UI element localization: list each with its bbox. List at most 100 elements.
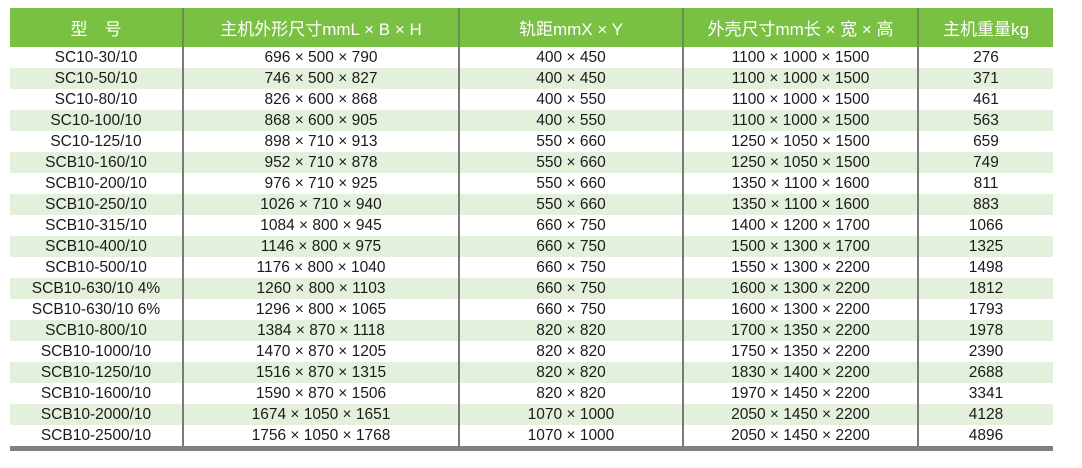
cell-dimensions: 696 × 500 × 790 [182,47,459,68]
cell-track-gauge: 660 × 750 [458,278,683,299]
cell-track-gauge: 550 × 660 [458,194,683,215]
table-bottom-bar [10,446,1053,451]
cell-enclosure-size: 1750 × 1350 × 2200 [682,341,918,362]
cell-weight: 563 [917,110,1053,131]
cell-model: SCB10-500/10 [45,259,147,276]
cell-weight: 2688 [917,362,1053,383]
header-row: 型 号主机外形尺寸mmL × B × H 轨距mmX × Y 外壳尺寸mm长 × 宽… [10,8,1053,47]
cell-enclosure-size: 1700 × 1350 × 2200 [682,320,918,341]
cell-model: SCB10-160/10 [10,152,183,173]
table-row: SC10-100/10 868 × 600 × 905 400 × 550 1100 … [10,110,1053,131]
cell-model: SCB10-200/10 [45,175,147,192]
cell-weight: 1498 [917,257,1053,278]
cell-weight: 3341 [917,383,1053,404]
cell-model: SCB10-1250/10 [10,362,183,383]
header-dimensions: 主机外形尺寸mmL × B × H [182,8,459,47]
cell-dimensions: 1384 × 870 × 1118 [182,320,459,341]
cell-model: SCB10-1600/10 [40,385,152,402]
cell-enclosure-size: 1600 × 1300 × 2200 [682,299,918,320]
cell-track-gauge: 820 × 820 [458,320,683,341]
cell-weight: 276 [917,47,1053,68]
cell-model: SC10-125/10 [50,133,142,150]
table-row: SCB10-400/10 1146 × 800 × 975 660 × 750 150… [10,236,1053,257]
cell-dimensions: 952 × 710 × 878 [182,152,459,173]
cell-model: SC10-50/10 [10,68,183,89]
cell-track-gauge: 400 × 450 [458,47,683,68]
cell-weight: 371 [917,68,1053,89]
table-row: SCB10-630/10 4% 1260 × 800 × 1103 660 × 75… [10,278,1053,299]
cell-weight: 1978 [917,320,1053,341]
table-row: SC10-125/10 898 × 710 × 913 550 × 660 1250 … [10,131,1053,152]
cell-model: SCB10-2500/10 [40,427,152,444]
table-row: SCB10-800/10 1384 × 870 × 1118 820 × 820 17… [10,320,1053,341]
cell-track-gauge: 820 × 820 [458,362,683,383]
table-row: SC10-80/10 826 × 600 × 868 400 × 550 1100 ×… [10,89,1053,110]
cell-dimensions: 1296 × 800 × 1065 [182,299,459,320]
table-row: SCB10-2500/10 1756 × 1050 × 1768 1070 × 10… [10,425,1053,446]
cell-dimensions: 1026 × 710 × 940 [182,194,459,215]
table-row: SCB10-200/10 976 × 710 × 925 550 × 660 1350… [10,173,1053,194]
cell-dimensions: 898 × 710 × 913 [182,131,459,152]
cell-enclosure-size: 2050 × 1450 × 2200 [682,404,918,425]
header-track-gauge: 轨距mmX × Y [458,8,683,47]
cell-enclosure-size: 1100 × 1000 × 1500 [682,89,918,110]
cell-model: SCB10-800/10 [10,320,183,341]
header-model: 型 号 [10,8,183,47]
cell-weight: 4896 [917,425,1053,446]
cell-model: SCB10-315/10 [45,217,147,234]
cell-track-gauge: 1070 × 1000 [458,404,683,425]
cell-track-gauge: 820 × 820 [458,341,683,362]
header-weight: 主机重量kg [917,8,1053,47]
cell-track-gauge: 550 × 660 [458,131,683,152]
table-row: SCB10-2000/10 1674 × 1050 × 1651 1070 × 10… [10,404,1053,425]
table-row: SCB10-1000/10 1470 × 870 × 1205 820 × 820 1… [10,341,1053,362]
cell-model: SCB10-630/10 6% [31,301,161,318]
cell-model: SC10-80/10 [54,91,138,108]
cell-track-gauge: 660 × 750 [458,299,683,320]
cell-model: SC10-30/10 [54,49,138,66]
cell-enclosure-size: 1100 × 1000 × 1500 [682,47,918,68]
cell-track-gauge: 400 × 450 [458,68,683,89]
cell-weight: 811 [917,173,1053,194]
cell-model: SCB10-400/10 [10,236,183,257]
cell-model: SCB10-250/10 [10,194,183,215]
cell-dimensions: 1674 × 1050 × 1651 [182,404,459,425]
cell-weight: 749 [917,152,1053,173]
cell-dimensions: 1146 × 800 × 975 [182,236,459,257]
cell-enclosure-size: 1100 × 1000 × 1500 [682,68,918,89]
cell-weight: 883 [917,194,1053,215]
cell-enclosure-size: 1100 × 1000 × 1500 [682,110,918,131]
cell-enclosure-size: 1250 × 1050 × 1500 [682,152,918,173]
table-row: SCB10-160/10 952 × 710 × 878 550 × 660 1250… [10,152,1053,173]
spec-table: 型 号主机外形尺寸mmL × B × H 轨距mmX × Y 外壳尺寸mm长 × 宽… [10,8,1053,446]
cell-enclosure-size: 1970 × 1450 × 2200 [682,383,918,404]
cell-track-gauge: 550 × 660 [458,152,683,173]
table-row: SC10-30/10 696 × 500 × 790 400 × 450 1100 ×… [10,47,1053,68]
cell-track-gauge: 820 × 820 [458,383,683,404]
table-row: SCB10-1600/10 1590 × 870 × 1506 820 × 820 1… [10,383,1053,404]
cell-enclosure-size: 1830 × 1400 × 2200 [682,362,918,383]
cell-weight: 1066 [917,215,1053,236]
cell-dimensions: 1176 × 800 × 1040 [182,257,459,278]
table-row: SCB10-315/10 1084 × 800 × 945 660 × 750 140… [10,215,1053,236]
cell-weight: 461 [917,89,1053,110]
cell-weight: 659 [917,131,1053,152]
cell-enclosure-size: 1500 × 1300 × 1700 [682,236,918,257]
cell-dimensions: 1590 × 870 × 1506 [182,383,459,404]
cell-enclosure-size: 1350 × 1100 × 1600 [682,194,918,215]
table-row: SCB10-250/10 1026 × 710 × 940 550 × 660 135… [10,194,1053,215]
cell-track-gauge: 1070 × 1000 [458,425,683,446]
cell-enclosure-size: 1250 × 1050 × 1500 [682,131,918,152]
cell-enclosure-size: 1550 × 1300 × 2200 [682,257,918,278]
cell-model: SCB10-630/10 4% [10,278,183,299]
cell-weight: 1812 [917,278,1053,299]
cell-dimensions: 868 × 600 × 905 [182,110,459,131]
cell-dimensions: 1084 × 800 × 945 [182,215,459,236]
cell-track-gauge: 660 × 750 [458,215,683,236]
cell-model: SCB10-1000/10 [40,343,152,360]
table-row: SCB10-1250/10 1516 × 870 × 1315 820 × 820 1… [10,362,1053,383]
cell-track-gauge: 400 × 550 [458,89,683,110]
cell-track-gauge: 550 × 660 [458,173,683,194]
cell-enclosure-size: 1600 × 1300 × 2200 [682,278,918,299]
cell-weight: 2390 [917,341,1053,362]
